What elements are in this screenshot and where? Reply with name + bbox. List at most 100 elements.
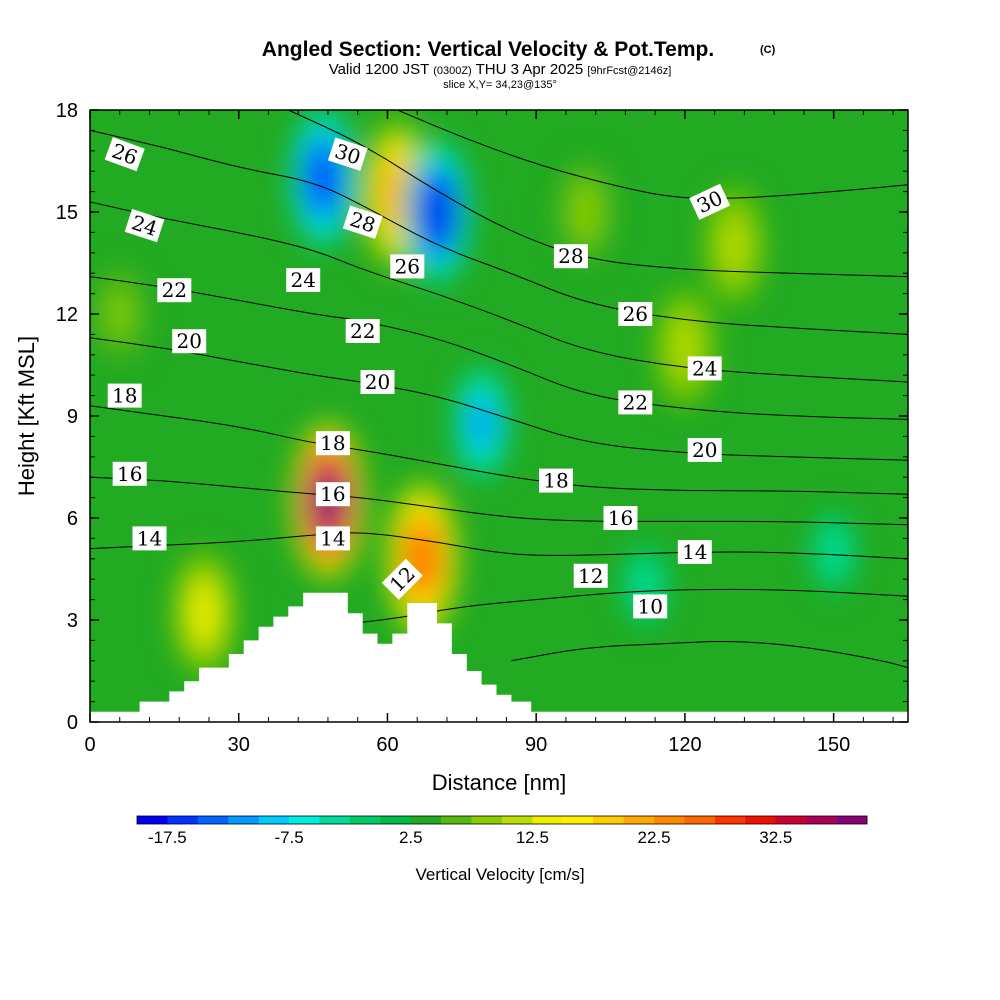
colorbar-swatch	[441, 816, 472, 824]
contour-label-text: 14	[682, 540, 707, 564]
y-axis: 0 3 6 9 12 15 18	[56, 100, 908, 734]
colorbar-swatch	[806, 816, 837, 824]
contour-label-20: 20	[360, 370, 395, 394]
colorbar-swatch	[197, 816, 229, 824]
contour-label-box	[603, 506, 638, 530]
contour-label-text: 26	[623, 302, 648, 326]
colorbar-swatch	[349, 816, 381, 824]
contour-label-box	[286, 268, 321, 292]
colorbar-swatch	[319, 816, 351, 824]
colorbar-label: Vertical Velocity [cm/s]	[415, 865, 584, 884]
contour-label-box	[553, 244, 588, 269]
x-tick-label: 30	[228, 734, 250, 756]
contour-label-box	[687, 356, 722, 381]
y-tick-label: 3	[67, 610, 78, 632]
x-tick-label: 60	[376, 734, 398, 756]
contour-label-text: 18	[320, 431, 345, 455]
colorbar-swatch	[137, 816, 168, 824]
contour-label-box	[315, 482, 350, 507]
contour-label-box	[132, 526, 167, 551]
colorbar-tick-label: 32.5	[759, 828, 792, 847]
colorbar-swatch	[289, 816, 320, 824]
contour-label-box	[124, 208, 165, 243]
theta-contour-16	[90, 476, 908, 526]
terrain	[90, 592, 908, 722]
colorbar-swatch	[471, 816, 503, 824]
slice-info: slice X,Y= 34,23@135°	[443, 79, 557, 91]
chart-title: Angled Section: Vertical Velocity & Pot.…	[262, 38, 714, 61]
contour-label-box	[677, 540, 712, 564]
velocity-cell	[107, 290, 132, 338]
colorbar-ticks: -17.5 -7.5 2.5 12.5 22.5 32.5	[148, 828, 792, 847]
contour-label-text: 20	[176, 329, 201, 353]
contour-label-text: 26	[395, 254, 420, 278]
colorbar-swatch	[502, 816, 533, 824]
forecast-info: [9hrFcst@2146z]	[587, 65, 671, 77]
contour-label-16: 16	[112, 461, 147, 486]
colorbar-swatch	[562, 816, 594, 824]
colorbar-tick-label: 12.5	[516, 828, 549, 847]
contour-label-text: 12	[578, 564, 603, 588]
contour-label-text: 24	[692, 356, 717, 380]
contour-label-box	[573, 563, 608, 588]
contour-label-text: 22	[350, 319, 375, 343]
x-tick-label: 150	[817, 734, 850, 756]
x-axis: 0 30 60 90 120 150	[84, 110, 894, 756]
plot-area: 2624222018161430282426222018161412302826…	[90, 110, 908, 722]
contour-label-10: 10	[633, 594, 668, 619]
x-tick-label: 0	[84, 734, 95, 756]
contour-label-18: 18	[315, 431, 350, 456]
contour-label-box	[104, 137, 145, 172]
theta-contour-28	[288, 110, 908, 278]
contour-labels: 2624222018161430282426222018161412302826…	[104, 137, 731, 619]
colorbar-tick-label: -17.5	[148, 828, 187, 847]
contour-label-text: 14	[137, 526, 162, 550]
contour-label-box	[381, 558, 423, 600]
contour-label-text: 20	[692, 438, 717, 462]
contour-label-24: 24	[286, 268, 321, 292]
contour-label-box	[390, 254, 425, 279]
valid-date: THU 3 Apr 2025	[476, 61, 584, 78]
contour-label-18: 18	[107, 383, 142, 408]
theta-contour-10	[511, 641, 908, 669]
contour-label-14: 14	[132, 526, 167, 551]
chart-title-suffix: (C)	[760, 44, 776, 56]
colorbar-swatch	[775, 816, 807, 824]
contour-label-text: 10	[637, 594, 662, 618]
contour-label-box	[345, 319, 380, 343]
x-tick-label: 120	[668, 734, 701, 756]
contour-label-16: 16	[603, 506, 638, 530]
contour-label-box	[633, 594, 668, 619]
contour-label-box	[539, 468, 573, 493]
contour-label-16: 16	[315, 482, 350, 507]
contour-label-18: 18	[539, 468, 573, 493]
contour-label-box	[315, 431, 350, 456]
contour-label-28: 28	[553, 244, 588, 269]
valid-utc: (0300Z)	[433, 65, 472, 77]
x-axis-label: Distance [nm]	[432, 770, 567, 795]
colorbar-swatch	[654, 816, 685, 824]
contour-label-box	[172, 329, 207, 354]
contour-label-22: 22	[345, 319, 380, 343]
contour-label-box	[315, 526, 350, 551]
contour-label-box	[687, 438, 722, 462]
contour-label-box	[618, 390, 653, 415]
y-tick-label: 18	[56, 100, 78, 122]
contour-label-text: 16	[320, 482, 345, 506]
y-axis-label: Height [Kft MSL]	[14, 336, 39, 496]
y-tick-label: 9	[67, 406, 78, 428]
contour-label-14: 14	[677, 540, 712, 564]
contour-label-26: 26	[104, 137, 145, 172]
y-tick-label: 6	[67, 508, 78, 530]
valid-time-line: Valid 1200 JST (0300Z) THU 3 Apr 2025 [9…	[329, 61, 672, 78]
colorbar-tick-label: 2.5	[399, 828, 423, 847]
contour-label-20: 20	[687, 438, 722, 462]
y-tick-label: 15	[56, 202, 78, 224]
contour-label-text: 22	[162, 278, 187, 302]
contour-label-text: 14	[320, 526, 345, 550]
contour-label-text: 18	[112, 384, 137, 408]
theta-contour-26	[90, 129, 908, 335]
colorbar-tick-label: 22.5	[638, 828, 671, 847]
contour-label-text: 22	[623, 390, 648, 414]
